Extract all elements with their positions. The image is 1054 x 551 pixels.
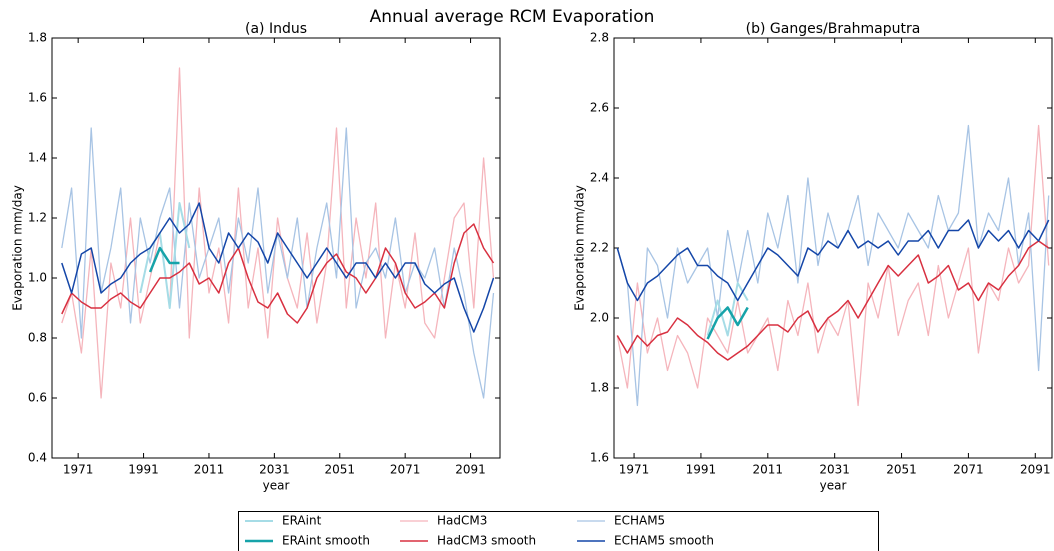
- legend-label: HadCM3: [437, 514, 487, 528]
- x-tick-label: 1991: [686, 463, 717, 477]
- y-tick-label: 2.2: [590, 241, 609, 255]
- series-line: [616, 124, 1050, 407]
- panel-title: (b) Ganges/Brahmaputra: [746, 21, 921, 37]
- y-axis-label: Evaporation mm/day: [11, 185, 25, 311]
- y-tick-label: 1.6: [28, 91, 47, 105]
- panel-title: (a) Indus: [245, 21, 307, 37]
- y-tick-label: 1.0: [28, 271, 47, 285]
- x-axis-label: year: [263, 479, 290, 493]
- axes-frame: [613, 37, 1053, 459]
- y-tick-label: 1.8: [590, 381, 609, 395]
- x-tick-label: 1971: [619, 463, 650, 477]
- x-tick-label: 2011: [194, 463, 225, 477]
- axes-frame: [51, 37, 501, 459]
- y-tick-label: 1.8: [28, 31, 47, 45]
- y-tick-label: 2.0: [590, 311, 609, 325]
- y-axis-label: Evaporation mm/day: [573, 185, 587, 311]
- legend-label: ECHAM5 smooth: [614, 534, 714, 548]
- series-line: [61, 67, 495, 399]
- x-tick-label: 2011: [753, 463, 784, 477]
- x-tick-label: 2051: [324, 463, 355, 477]
- y-tick-label: 2.8: [590, 31, 609, 45]
- x-tick-label: 2091: [455, 463, 486, 477]
- series-line: [706, 282, 749, 337]
- y-tick-label: 1.2: [28, 211, 47, 225]
- figure-title: Annual average RCM Evaporation: [370, 7, 655, 27]
- legend-box: [238, 511, 879, 551]
- x-tick-label: 2071: [390, 463, 421, 477]
- series-line: [148, 246, 180, 273]
- y-tick-label: 1.4: [28, 151, 47, 165]
- series-line: [61, 127, 495, 399]
- y-tick-label: 0.8: [28, 331, 47, 345]
- plot-area: [616, 124, 1050, 407]
- legend-label: ERAint: [282, 514, 322, 528]
- x-axis-label: year: [820, 479, 847, 493]
- x-tick-label: 2031: [259, 463, 290, 477]
- x-tick-label: 2031: [819, 463, 850, 477]
- x-tick-label: 2051: [886, 463, 917, 477]
- legend-label: ECHAM5: [614, 514, 665, 528]
- series-line: [616, 240, 1050, 361]
- legend-label: HadCM3 smooth: [437, 534, 536, 548]
- series-line: [616, 219, 1050, 302]
- y-tick-label: 2.4: [590, 171, 609, 185]
- y-tick-label: 0.4: [28, 451, 47, 465]
- x-tick-label: 2071: [953, 463, 984, 477]
- x-tick-label: 1971: [63, 463, 94, 477]
- y-tick-label: 0.6: [28, 391, 47, 405]
- series-line: [61, 202, 495, 333]
- legend-label: ERAint smooth: [282, 534, 370, 548]
- series-line: [139, 202, 191, 309]
- plot-area: [61, 67, 495, 399]
- series-line: [616, 124, 1050, 407]
- y-tick-label: 2.6: [590, 101, 609, 115]
- series-line: [706, 306, 749, 340]
- y-tick-label: 1.6: [590, 451, 609, 465]
- series-line: [61, 223, 495, 324]
- x-tick-label: 2091: [1020, 463, 1051, 477]
- x-tick-label: 1991: [128, 463, 159, 477]
